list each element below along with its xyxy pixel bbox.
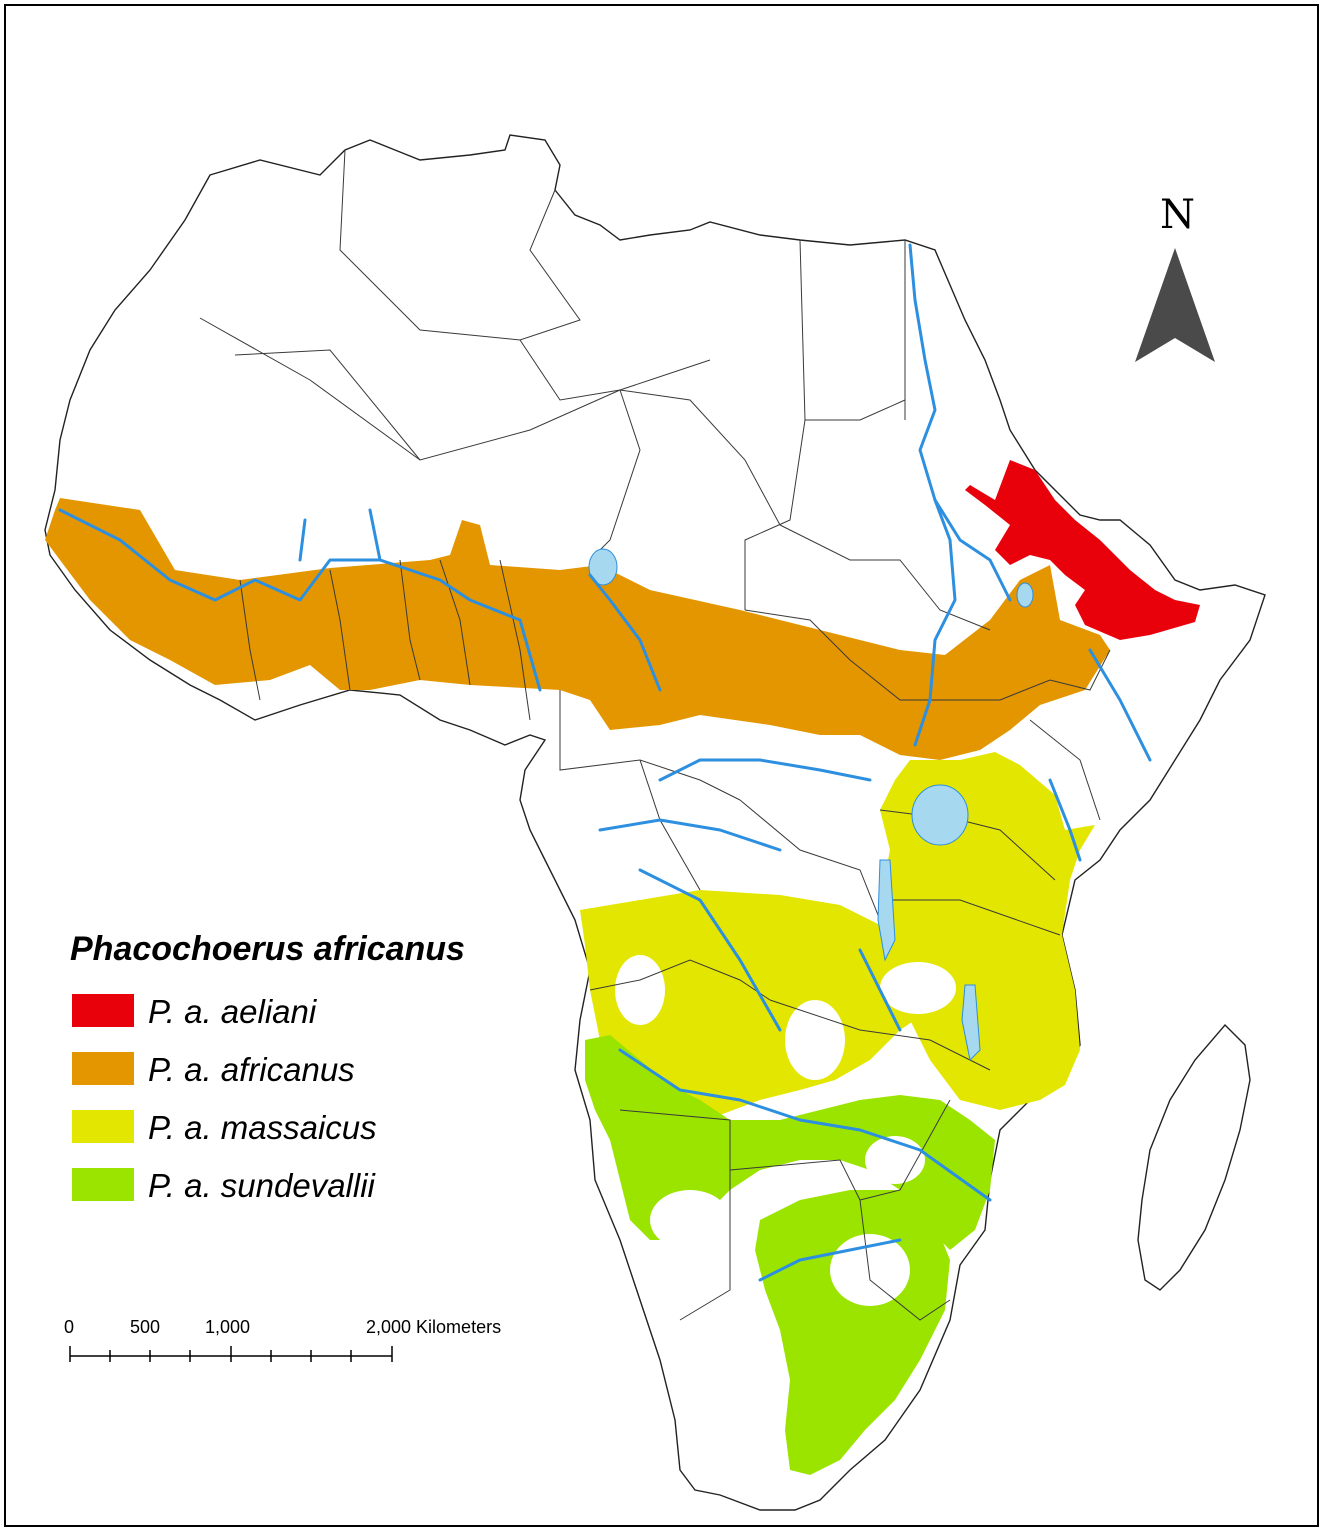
rivers [58, 243, 1152, 1282]
range-massaicus-west [580, 890, 935, 1115]
scale-label-2000: 2,000 Kilometers [366, 1317, 501, 1337]
north-arrow-icon [1135, 248, 1215, 362]
lakes [588, 548, 1034, 1062]
legend-swatch-sundevallii [72, 1168, 134, 1201]
range-aeliani [965, 460, 1200, 640]
madagascar [1137, 1023, 1251, 1291]
legend-swatch-africanus [72, 1052, 134, 1085]
country-borders [199, 149, 1111, 1321]
legend-label-massaicus: P. a. massaicus [148, 1109, 377, 1146]
legend-label-africanus: P. a. africanus [148, 1051, 355, 1088]
legend-swatch-massaicus [72, 1110, 134, 1143]
legend-swatch-aeliani [72, 994, 134, 1027]
legend-label-sundevallii: P. a. sundevallii [148, 1167, 377, 1204]
scale-ticks [69, 1346, 393, 1362]
north-label: N [1160, 192, 1195, 238]
scale-bar: 0 500 1,000 2,000 Kilometers [64, 1317, 501, 1362]
africa-coastline [44, 134, 1266, 1511]
range-africanus [45, 498, 1110, 760]
legend-title: Phacochoerus africanus [70, 930, 465, 968]
legend: Phacochoerus africanus P. a. aeliani P. … [70, 930, 465, 1204]
scale-label-1000: 1,000 [205, 1317, 250, 1337]
legend-label-aeliani: P. a. aeliani [148, 993, 318, 1030]
scale-label-0: 0 [64, 1317, 74, 1337]
north-arrow: N [1135, 192, 1215, 362]
scale-label-500: 500 [130, 1317, 160, 1337]
